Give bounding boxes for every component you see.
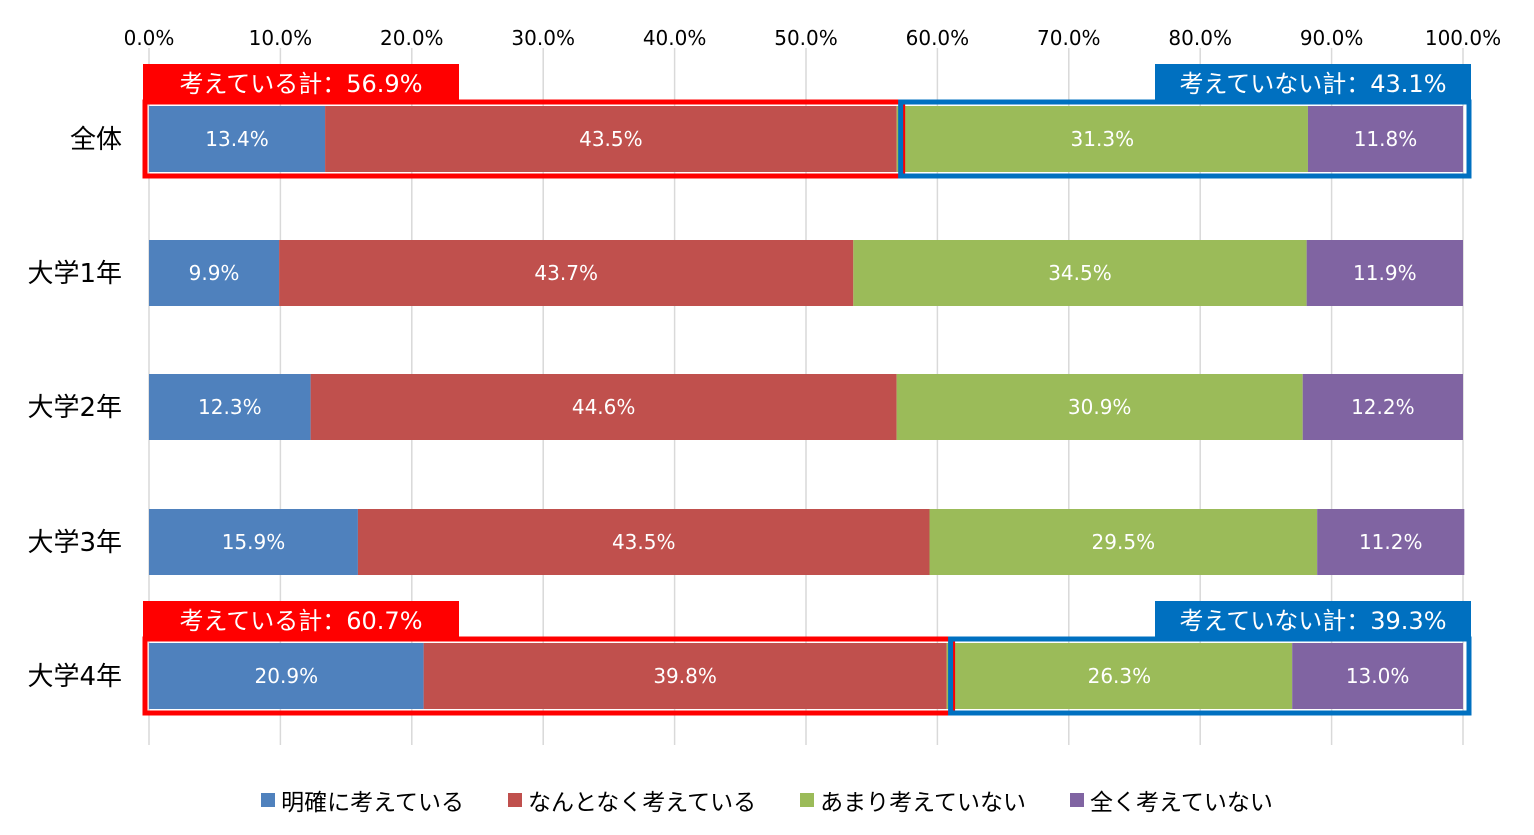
group-label: 考えていない計：39.3% <box>1179 607 1446 635</box>
x-tick-label: 0.0% <box>124 26 175 50</box>
bar-segment <box>423 643 947 709</box>
legend-label: なんとなく考えている <box>527 790 757 816</box>
group-annotations: 考えている計：56.9% 考えていない計：43.1% 考えている計：60.7% 考えて… <box>142 64 1472 716</box>
legend-item-not-at-all: 全く考えていない <box>1070 783 1273 817</box>
bar-segment <box>1317 509 1465 575</box>
group-label-box <box>1155 601 1471 639</box>
data-label: 34.5% <box>1048 261 1112 285</box>
legend: 明確に考えている なんとなく考えている あまり考えていない 全く考えていない <box>0 782 1534 818</box>
data-label: 11.9% <box>1353 261 1417 285</box>
x-tick-label: 100.0% <box>1425 26 1501 50</box>
data-label: 43.7% <box>534 261 598 285</box>
group-label: 考えている計：60.7% <box>179 607 422 635</box>
group-label-box <box>143 601 459 639</box>
bar-segment <box>1292 643 1463 709</box>
data-label: 30.9% <box>1068 395 1132 419</box>
data-label: 9.9% <box>189 261 240 285</box>
category-label: 全体 <box>70 125 122 155</box>
x-tick-label: 60.0% <box>906 26 970 50</box>
x-axis-ticks: 0.0% 10.0% 20.0% 30.0% 40.0% 50.0% 60.0% 70.0% 8… <box>124 26 1502 50</box>
legend-label: あまり考えていない <box>820 790 1027 816</box>
legend-swatch <box>261 793 276 807</box>
category-label: 大学4年 <box>27 662 122 692</box>
legend-label: 明確に考えている <box>281 790 464 816</box>
bar-segment <box>149 643 424 709</box>
data-label: 15.9% <box>222 530 286 554</box>
bar-segment <box>279 240 854 306</box>
data-label: 26.3% <box>1088 664 1152 688</box>
group-label-box <box>1155 64 1471 102</box>
bar-segment <box>896 374 1303 440</box>
x-tick-label: 10.0% <box>249 26 313 50</box>
data-label: 29.5% <box>1092 530 1156 554</box>
bar-segment <box>1306 240 1463 306</box>
bar-segment <box>310 374 897 440</box>
bar-segment <box>896 106 1308 172</box>
bar-segment <box>325 106 897 172</box>
legend-swatch <box>800 793 815 807</box>
legend-item-somewhat: なんとなく考えている <box>507 783 757 817</box>
data-label: 39.8% <box>653 664 717 688</box>
bar-segment <box>1302 374 1463 440</box>
x-tick-label: 50.0% <box>774 26 838 50</box>
x-tick-label: 30.0% <box>511 26 575 50</box>
bar-segment <box>946 643 1293 709</box>
bars: 13.4% 43.5% 31.3% 11.8% 9.9% 43.7% 34.5% 11.9% 1… <box>149 106 1465 709</box>
x-tick-label: 20.0% <box>380 26 444 50</box>
data-label: 12.2% <box>1351 395 1415 419</box>
x-tick-label: 90.0% <box>1300 26 1364 50</box>
legend-item-not-much: あまり考えていない <box>800 783 1026 817</box>
legend-item-clear: 明確に考えている <box>261 783 464 817</box>
data-label: 31.3% <box>1071 127 1135 151</box>
legend-label: 全く考えていない <box>1090 790 1273 816</box>
bar-segment <box>149 106 326 172</box>
bar-segment <box>149 374 311 440</box>
x-tick-label: 40.0% <box>643 26 707 50</box>
group-label-box <box>143 64 459 102</box>
data-label: 11.8% <box>1354 127 1418 151</box>
data-label: 13.0% <box>1346 664 1410 688</box>
legend-swatch <box>507 793 522 807</box>
group-label: 考えている計：56.9% <box>179 70 422 98</box>
bar-segment <box>357 509 930 575</box>
data-label: 43.5% <box>579 127 643 151</box>
bar-segment <box>1307 106 1463 172</box>
data-label: 44.6% <box>572 395 636 419</box>
bar-segment <box>929 509 1318 575</box>
data-label: 13.4% <box>205 127 269 151</box>
x-tick-label: 80.0% <box>1168 26 1232 50</box>
x-tick-label: 70.0% <box>1037 26 1101 50</box>
category-label: 大学3年 <box>27 528 122 558</box>
data-label: 43.5% <box>612 530 676 554</box>
category-label: 大学1年 <box>27 259 122 289</box>
data-label: 11.2% <box>1359 530 1423 554</box>
data-label: 12.3% <box>198 395 262 419</box>
group-label: 考えていない計：43.1% <box>1179 70 1446 98</box>
bar-segment <box>853 240 1307 306</box>
legend-swatch <box>1070 793 1085 807</box>
data-label: 20.9% <box>255 664 319 688</box>
bar-segment <box>149 509 358 575</box>
category-label: 大学2年 <box>27 393 122 423</box>
bar-segment <box>149 240 280 306</box>
